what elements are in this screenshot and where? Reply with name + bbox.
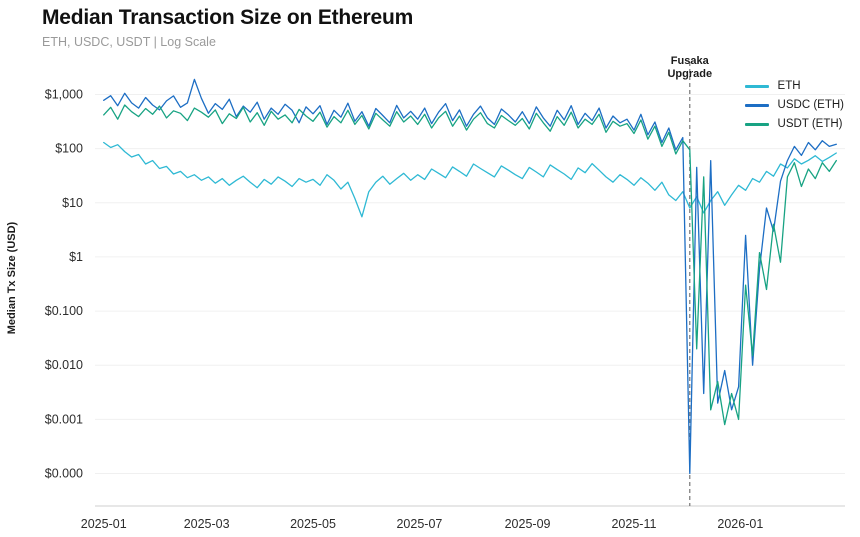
legend-swatch [744,84,769,88]
y-tick-label: $0.010 [45,358,83,372]
fusaka-annotation: Fusaka Upgrade [667,55,713,81]
legend-swatch [744,103,769,107]
x-tick-label: 2025-07 [396,517,442,531]
legend-label: USDC (ETH) [777,99,844,111]
legend-item-usdc-eth: USDC (ETH) [744,99,844,111]
series-line-usdt-eth [103,104,837,426]
y-tick-label: $10 [62,196,83,210]
legend: ETH USDC (ETH) USDT (ETH) [744,80,844,130]
y-tick-label: $0.001 [45,412,83,426]
y-tick-label: $1,000 [45,87,83,101]
x-tick-label: 2025-01 [81,517,127,531]
legend-item-eth: ETH [744,80,844,92]
y-tick-label: $1 [69,250,83,264]
legend-label: ETH [777,80,801,92]
y-tick-label: $0.100 [45,304,83,318]
y-tick-label: $0.000 [45,467,83,481]
x-tick-label: 2025-05 [290,517,336,531]
series-line-usdc-eth [103,78,837,475]
chart-title: Median Transaction Size on Ethereum [42,6,414,29]
x-tick-label: 2025-11 [611,517,656,531]
x-tick-label: 2025-09 [505,517,551,531]
x-tick-label: 2025-03 [184,517,230,531]
chart-subtitle: ETH, USDC, USDT | Log Scale [42,35,216,49]
y-tick-label: $100 [55,142,83,156]
x-tick-label: 2026-01 [717,517,763,531]
chart-header: Median Transaction Size on Ethereum ETH,… [42,6,413,49]
legend-item-usdt-eth: USDT (ETH) [744,118,844,130]
legend-swatch [744,122,769,126]
series-line-eth [103,141,837,218]
legend-label: USDT (ETH) [777,118,843,130]
